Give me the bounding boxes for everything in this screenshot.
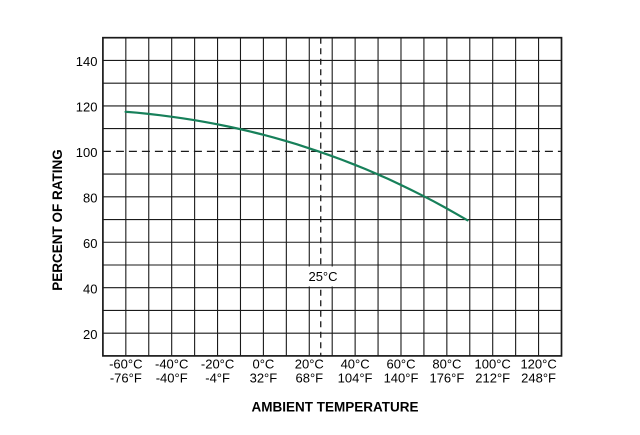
svg-text:140: 140: [76, 54, 98, 69]
svg-text:104°F: 104°F: [338, 370, 373, 385]
svg-text:120°C: 120°C: [520, 357, 556, 372]
svg-text:-76°F: -76°F: [110, 370, 142, 385]
svg-text:176°F: 176°F: [429, 370, 464, 385]
svg-text:60°C: 60°C: [386, 357, 415, 372]
svg-text:80°C: 80°C: [432, 357, 461, 372]
svg-text:60: 60: [83, 236, 97, 251]
svg-text:AMBIENT TEMPERATURE: AMBIENT TEMPERATURE: [252, 400, 419, 415]
svg-text:-40°F: -40°F: [156, 370, 188, 385]
svg-text:20°C: 20°C: [295, 357, 324, 372]
svg-text:248°F: 248°F: [521, 370, 556, 385]
svg-text:40: 40: [83, 281, 97, 296]
svg-text:-20°C: -20°C: [201, 357, 234, 372]
svg-text:25°C: 25°C: [308, 269, 337, 284]
svg-text:-4°F: -4°F: [205, 370, 230, 385]
svg-text:PERCENT OF RATING: PERCENT OF RATING: [50, 149, 65, 291]
svg-text:0°C: 0°C: [252, 357, 274, 372]
svg-text:100: 100: [76, 145, 98, 160]
svg-text:20: 20: [83, 327, 97, 342]
svg-text:80: 80: [83, 191, 97, 206]
svg-text:100°C: 100°C: [475, 357, 511, 372]
svg-text:32°F: 32°F: [250, 370, 278, 385]
svg-text:140°F: 140°F: [384, 370, 419, 385]
svg-text:120: 120: [76, 100, 98, 115]
svg-text:40°C: 40°C: [341, 357, 370, 372]
svg-text:-40°C: -40°C: [155, 357, 188, 372]
svg-text:68°F: 68°F: [295, 370, 323, 385]
svg-text:-60°C: -60°C: [109, 357, 142, 372]
svg-text:212°F: 212°F: [475, 370, 510, 385]
